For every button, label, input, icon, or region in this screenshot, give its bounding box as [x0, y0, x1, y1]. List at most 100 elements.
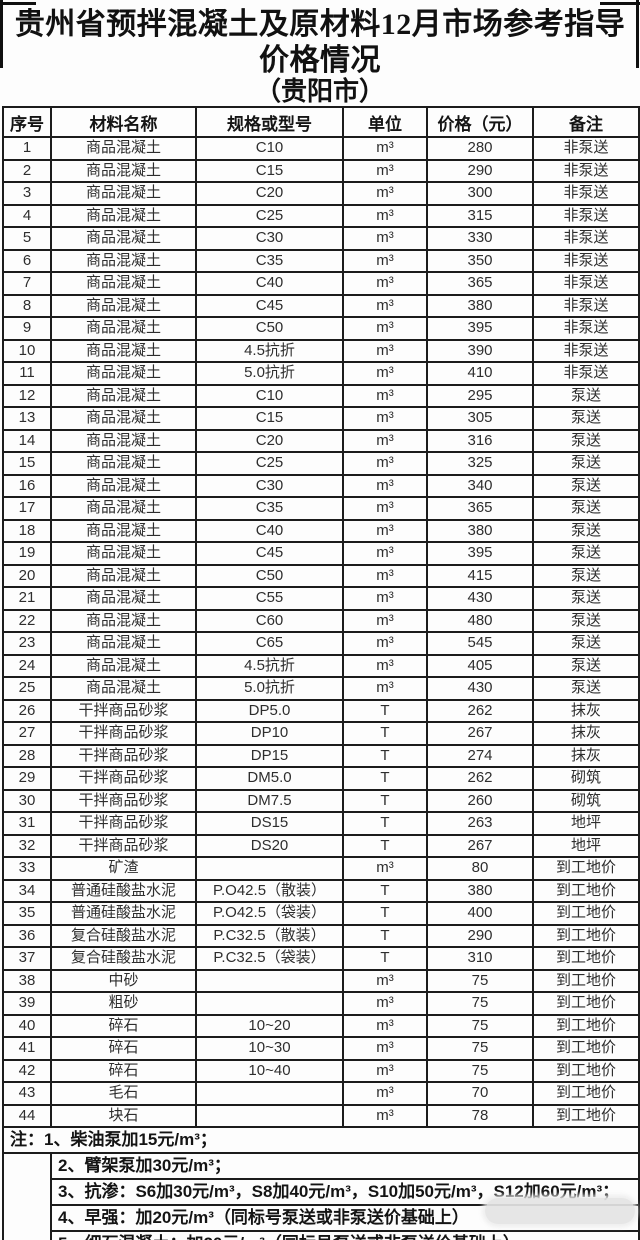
cell-no: 37	[2, 946, 52, 971]
cell-material-name: 粗砂	[50, 991, 197, 1016]
cell-material-name: 商品混凝土	[50, 541, 197, 566]
cell-remark: 地坪	[532, 833, 640, 858]
cell-no: 1	[2, 136, 52, 161]
cell-no: 29	[2, 766, 52, 791]
table-row: 41 碎石 10~30 m³ 75 到工地价	[2, 1036, 640, 1061]
cell-material-name: 普通硅酸盐水泥	[50, 878, 197, 903]
table-row: 15 商品混凝土 C25 m³ 325 泵送	[2, 451, 640, 476]
cell-spec: 5.0抗折	[195, 361, 344, 386]
cell-price: 310	[426, 946, 534, 971]
table-row: 9 商品混凝土 C50 m³ 395 非泵送	[2, 316, 640, 341]
cell-unit: T	[342, 901, 428, 926]
table-row: 26 干拌商品砂浆 DP5.0 T 262 抹灰	[2, 698, 640, 723]
cell-unit: m³	[342, 856, 428, 881]
cell-material-name: 碎石	[50, 1013, 197, 1038]
cell-material-name: 复合硅酸盐水泥	[50, 923, 197, 948]
cell-material-name: 商品混凝土	[50, 226, 197, 251]
cell-spec: C20	[195, 428, 344, 453]
cell-no: 4	[2, 203, 52, 228]
cell-unit: m³	[342, 563, 428, 588]
cell-spec: 10~20	[195, 1013, 344, 1038]
cell-price: 365	[426, 271, 534, 296]
cell-material-name: 商品混凝土	[50, 293, 197, 318]
cell-remark: 非泵送	[532, 181, 640, 206]
scan-frame-topleft-line	[0, 2, 36, 5]
cell-unit: m³	[342, 158, 428, 183]
cell-remark: 非泵送	[532, 316, 640, 341]
cell-spec: C10	[195, 383, 344, 408]
cell-remark: 到工地价	[532, 968, 640, 993]
cell-no: 31	[2, 811, 52, 836]
page-subtitle: （贵阳市）	[254, 77, 385, 106]
table-row: 40 碎石 10~20 m³ 75 到工地价	[2, 1013, 640, 1038]
cell-price: 480	[426, 608, 534, 633]
cell-price: 290	[426, 923, 534, 948]
note-5: 5、细石混凝土：加20元/m³（同标号泵送或非泵送价基础上）。	[50, 1230, 640, 1240]
cell-spec: DS20	[195, 833, 344, 858]
cell-material-name: 商品混凝土	[50, 676, 197, 701]
cell-no: 39	[2, 991, 52, 1016]
table-row: 18 商品混凝土 C40 m³ 380 泵送	[2, 518, 640, 543]
cell-remark: 抹灰	[532, 721, 640, 746]
cell-material-name: 商品混凝土	[50, 586, 197, 611]
cell-remark: 泵送	[532, 428, 640, 453]
cell-material-name: 商品混凝土	[50, 271, 197, 296]
table-row: 21 商品混凝土 C55 m³ 430 泵送	[2, 586, 640, 611]
cell-spec: DP5.0	[195, 698, 344, 723]
cell-unit: m³	[342, 248, 428, 273]
table-row: 10 商品混凝土 4.5抗折 m³ 390 非泵送	[2, 338, 640, 363]
cell-spec: C20	[195, 181, 344, 206]
table-row: 33 矿渣 m³ 80 到工地价	[2, 856, 640, 881]
table-row: 42 碎石 10~40 m³ 75 到工地价	[2, 1058, 640, 1083]
cell-unit: m³	[342, 338, 428, 363]
cell-spec: 10~30	[195, 1036, 344, 1061]
scan-frame-left-line	[0, 0, 3, 68]
cell-remark: 非泵送	[532, 203, 640, 228]
table-row: 29 干拌商品砂浆 DM5.0 T 262 砌筑	[2, 766, 640, 791]
cell-remark: 到工地价	[532, 946, 640, 971]
cell-material-name: 商品混凝土	[50, 248, 197, 273]
header-spec: 规格或型号	[195, 106, 344, 138]
cell-no: 28	[2, 743, 52, 768]
cell-spec: DS15	[195, 811, 344, 836]
cell-remark: 到工地价	[532, 901, 640, 926]
cell-unit: m³	[342, 316, 428, 341]
table-row: 35 普通硅酸盐水泥 P.O42.5（袋装） T 400 到工地价	[2, 901, 640, 926]
cell-price: 70	[426, 1081, 534, 1106]
table-row: 14 商品混凝土 C20 m³ 316 泵送	[2, 428, 640, 453]
table-row: 39 粗砂 m³ 75 到工地价	[2, 991, 640, 1016]
table-row: 28 干拌商品砂浆 DP15 T 274 抹灰	[2, 743, 640, 768]
cell-price: 263	[426, 811, 534, 836]
cell-spec: P.O42.5（散装）	[195, 878, 344, 903]
cell-material-name: 商品混凝土	[50, 428, 197, 453]
cell-no: 44	[2, 1103, 52, 1128]
cell-remark: 砌筑	[532, 766, 640, 791]
cell-unit: T	[342, 923, 428, 948]
cell-price: 365	[426, 496, 534, 521]
cell-remark: 泵送	[532, 676, 640, 701]
table-row: 24 商品混凝土 4.5抗折 m³ 405 泵送	[2, 653, 640, 678]
cell-spec: 10~40	[195, 1058, 344, 1083]
table-row: 4 商品混凝土 C25 m³ 315 非泵送	[2, 203, 640, 228]
cell-material-name: 商品混凝土	[50, 451, 197, 476]
cell-no: 8	[2, 293, 52, 318]
cell-remark: 非泵送	[532, 226, 640, 251]
cell-remark: 泵送	[532, 451, 640, 476]
cell-material-name: 商品混凝土	[50, 158, 197, 183]
table-row: 30 干拌商品砂浆 DM7.5 T 260 砌筑	[2, 788, 640, 813]
cell-no: 41	[2, 1036, 52, 1061]
cell-price: 75	[426, 968, 534, 993]
cell-unit: m³	[342, 451, 428, 476]
table-row: 1 商品混凝土 C10 m³ 280 非泵送	[2, 136, 640, 161]
cell-material-name: 商品混凝土	[50, 361, 197, 386]
cell-unit: m³	[342, 676, 428, 701]
cell-remark: 泵送	[532, 473, 640, 498]
cell-remark: 抹灰	[532, 698, 640, 723]
cell-price: 380	[426, 518, 534, 543]
cell-remark: 泵送	[532, 586, 640, 611]
cell-remark: 到工地价	[532, 1013, 640, 1038]
cell-remark: 到工地价	[532, 1058, 640, 1083]
cell-remark: 非泵送	[532, 271, 640, 296]
cell-material-name: 干拌商品砂浆	[50, 766, 197, 791]
table-row: 12 商品混凝土 C10 m³ 295 泵送	[2, 383, 640, 408]
